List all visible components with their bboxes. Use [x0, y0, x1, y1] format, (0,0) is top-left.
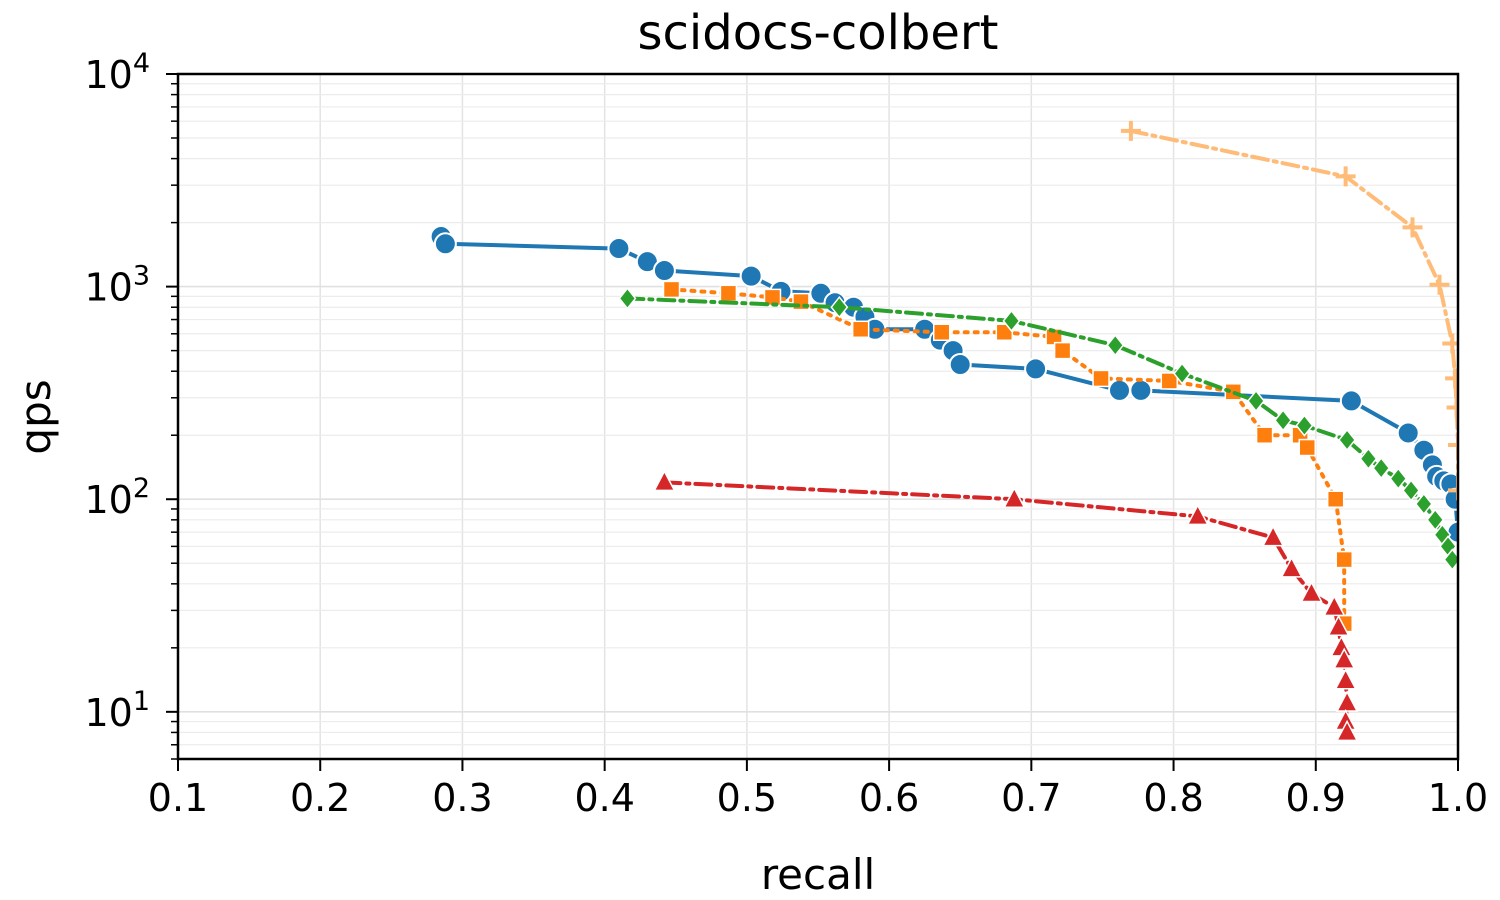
data-point: [739, 264, 763, 288]
y-tick-label: 101: [84, 686, 150, 735]
data-point: [662, 280, 681, 299]
data-point: [1186, 503, 1209, 526]
data-point: [1396, 421, 1420, 445]
x-axis-label: recall: [761, 850, 875, 899]
data-point: [1414, 492, 1433, 516]
data-point: [1339, 389, 1363, 413]
data-point: [1426, 508, 1445, 532]
data-point: [1335, 690, 1359, 712]
data-point: [1247, 389, 1266, 413]
data-point: [1255, 426, 1274, 444]
data-point: [932, 323, 951, 342]
data-point: [1173, 362, 1192, 385]
x-tick-label: 0.7: [1001, 776, 1061, 820]
x-tick-label: 0.4: [574, 776, 634, 820]
data-point: [433, 232, 457, 256]
data-point: [1372, 456, 1391, 480]
data-point: [1326, 490, 1345, 508]
ticks: 0.1 0.2 0.3 0.4 0.5 0.6 0.7 0.8 0.9 1.0 101 102 103 1…: [84, 48, 1488, 820]
x-tick-label: 0.2: [290, 776, 350, 820]
y-axis-label: qps: [11, 379, 60, 454]
data-point: [995, 323, 1014, 342]
x-tick-label: 0.5: [717, 776, 777, 820]
data-point: [1327, 614, 1350, 636]
data-point: [1335, 550, 1353, 569]
data-point: [1108, 378, 1132, 402]
data-point: [1359, 447, 1378, 470]
data-point: [1053, 341, 1072, 360]
data-point: [1446, 397, 1458, 418]
data-point: [948, 353, 972, 377]
data-point: [1300, 580, 1323, 603]
data-point: [1323, 594, 1346, 617]
data-point: [851, 320, 870, 339]
x-tick-label: 0.6: [859, 776, 919, 820]
data-point: [652, 259, 676, 283]
data-point: [1274, 409, 1293, 432]
data-point: [618, 287, 637, 310]
grid: [177, 73, 1459, 760]
data-point: [1402, 217, 1423, 238]
axes-frame: [176, 72, 1460, 761]
data-point: [1442, 333, 1458, 354]
x-tick-label: 0.1: [148, 776, 208, 820]
data-point: [1261, 524, 1285, 547]
data-point: [1120, 120, 1141, 141]
data-point: [1160, 372, 1179, 390]
data-point: [1106, 334, 1125, 357]
data-point: [1429, 274, 1450, 295]
series-line: [625, 296, 1455, 562]
x-tick-label: 1.0: [1428, 776, 1488, 820]
data-point: [1448, 434, 1458, 455]
plot-area: [429, 120, 1458, 742]
data-point: [830, 296, 849, 319]
chart-title: scidocs-colbert: [638, 5, 999, 61]
data-point: [1335, 166, 1356, 187]
data-point: [1335, 719, 1359, 742]
y-tick-label: 103: [84, 261, 150, 310]
data-point: [1092, 369, 1110, 388]
y-tick-label: 104: [84, 48, 150, 97]
data-point: [1002, 309, 1021, 333]
data-point: [1402, 479, 1421, 502]
data-point: [653, 469, 676, 492]
x-tick-label: 0.9: [1286, 776, 1346, 820]
data-point: [1024, 357, 1048, 381]
data-point: [1129, 378, 1153, 402]
data-point: [607, 237, 631, 261]
data-point: [1389, 467, 1408, 490]
data-point: [1003, 486, 1026, 508]
data-point: [1332, 647, 1356, 669]
data-point: [1445, 368, 1458, 389]
series-line: [439, 234, 1458, 535]
data-point: [1295, 414, 1314, 437]
x-tick-label: 0.8: [1143, 776, 1203, 820]
x-tick-label: 0.3: [432, 776, 492, 820]
series-3: [618, 287, 1458, 571]
data-point: [1280, 556, 1303, 578]
y-tick-label: 102: [84, 473, 150, 522]
series-4: [653, 469, 1359, 742]
data-point: [1334, 668, 1357, 690]
data-point: [1298, 438, 1316, 457]
data-point: [1448, 480, 1458, 501]
data-point: [719, 284, 738, 303]
data-point: [1338, 428, 1357, 452]
